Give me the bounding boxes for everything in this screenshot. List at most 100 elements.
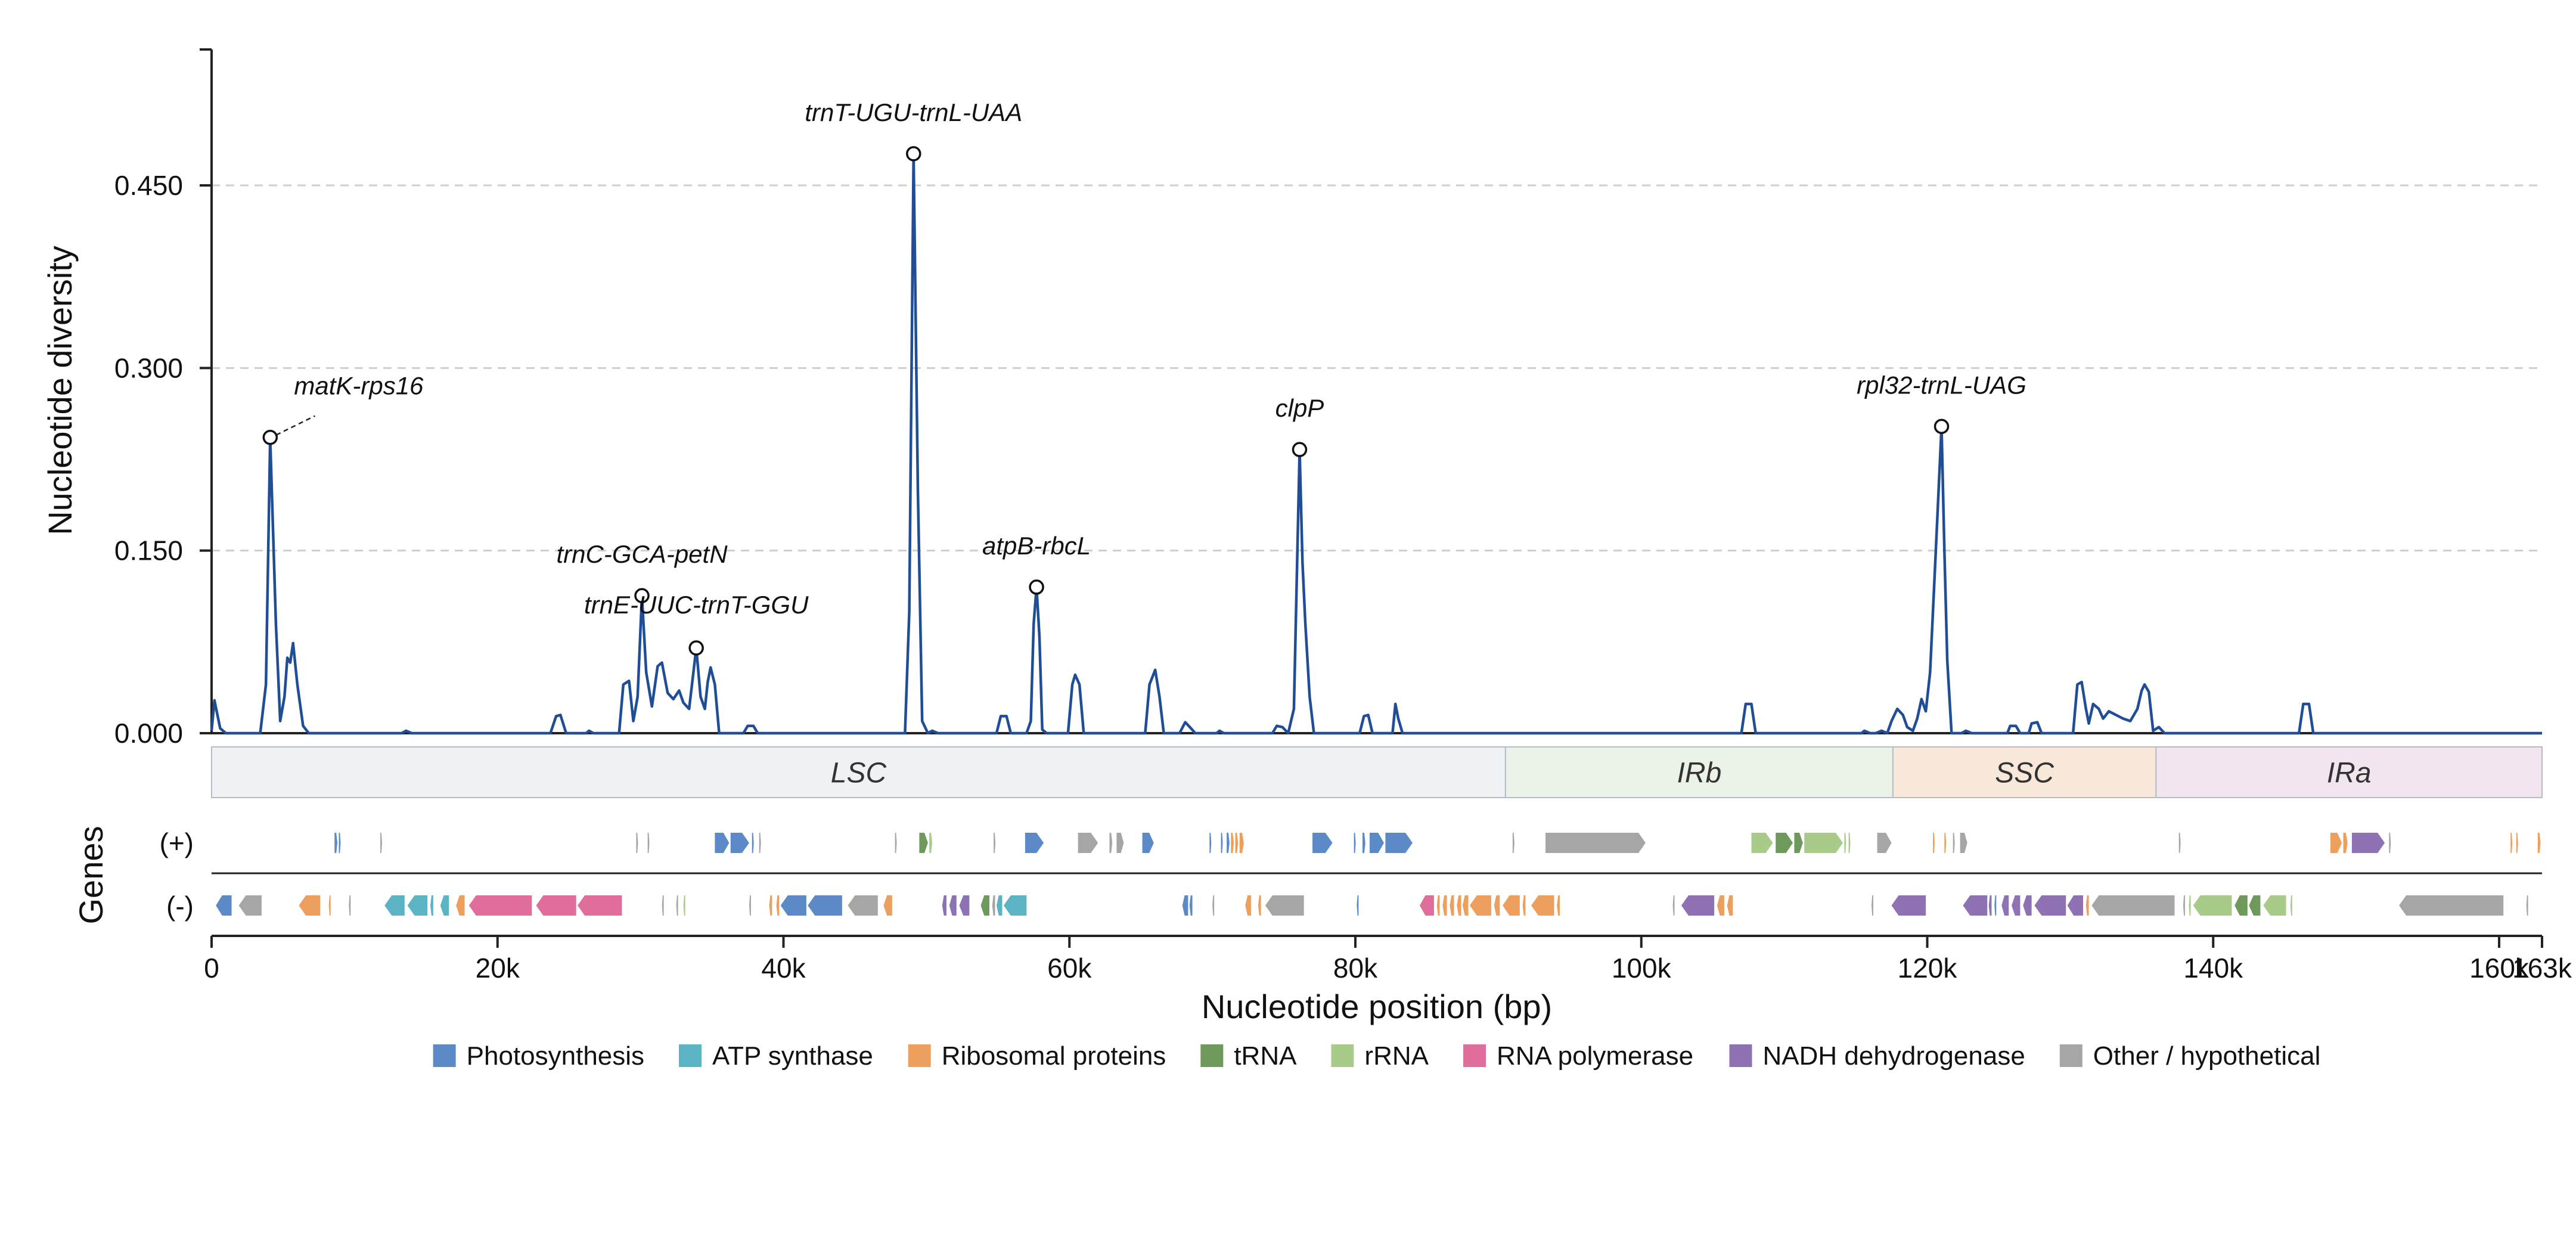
gene-feature [1844, 833, 1846, 853]
gene-feature [2001, 895, 2009, 916]
gene-feature [328, 895, 331, 916]
gene-feature [468, 895, 532, 916]
gene-feature [1109, 833, 1113, 853]
gene-feature [1354, 833, 1356, 853]
gene-feature [1003, 895, 1027, 916]
legend-swatch-ribo [908, 1044, 931, 1067]
y-tick-label: 0.000 [114, 718, 183, 749]
region-irb [1504, 746, 1894, 798]
peak-label: rpl32-trnL-UAG [1857, 371, 2026, 399]
gene-feature [238, 895, 262, 916]
gene-feature [683, 895, 685, 916]
peak-leader-line [275, 415, 315, 436]
gene-track [212, 833, 2542, 916]
legend-swatch-photo [433, 1044, 456, 1067]
gene-feature [2034, 895, 2066, 916]
gene-feature [848, 895, 878, 916]
gene-feature [1231, 833, 1234, 853]
peak-marker [906, 146, 921, 162]
legend-swatch-rrna [1331, 1044, 1354, 1067]
x-tick-label: 100k [1612, 953, 1672, 984]
gene-feature [1804, 833, 1843, 853]
gridlines [212, 184, 2542, 552]
gene-feature [380, 833, 383, 853]
legend-label-ribo: Ribosomal proteins [942, 1041, 1166, 1071]
x-tick-label: 80k [1333, 953, 1378, 984]
gene-feature [1235, 833, 1239, 853]
region-ssc [1892, 746, 2157, 798]
gene-feature [1078, 833, 1098, 853]
gene-feature [2516, 833, 2518, 853]
legend: Photosynthesis ATP synthase Ribosomal prot… [433, 1041, 2320, 1071]
gene-feature [1182, 895, 1188, 916]
x-tick-label: 20k [476, 953, 520, 984]
gene-feature [2249, 895, 2261, 916]
gene-feature [1212, 895, 1215, 916]
gene-feature [2263, 895, 2286, 916]
gene-feature [994, 833, 996, 853]
gene-feature [1442, 895, 1447, 916]
peak-label: matK-rps16 [294, 372, 424, 400]
gene-feature [1357, 895, 1359, 916]
gene-feature [578, 895, 622, 916]
gene-feature [334, 833, 338, 853]
legend-label-trna: tRNA [1234, 1041, 1297, 1071]
y-tick-label: 0.450 [114, 170, 183, 201]
gene-feature [339, 833, 341, 853]
x-tick-label: 0 [204, 953, 219, 984]
gene-feature [1025, 833, 1044, 853]
region-label: SSC [1995, 758, 2054, 789]
region-label: IRa [2327, 758, 2372, 789]
x-tick-label: 140k [2183, 953, 2243, 984]
region-lsc [211, 746, 1506, 798]
gene-feature [996, 895, 1003, 916]
peak-marker [1029, 579, 1044, 595]
gene-feature [1545, 833, 1646, 853]
legend-label-rrna: rRNA [1364, 1041, 1429, 1071]
gene-feature [1142, 833, 1154, 853]
gene-feature [2067, 895, 2083, 916]
legend-swatch-atp [679, 1044, 702, 1067]
gene-feature [2389, 833, 2391, 853]
gene-feature [1960, 833, 1967, 853]
peak-label: clpP [1275, 394, 1324, 422]
peak-marker [634, 588, 650, 603]
gene-feature [2351, 833, 2385, 853]
gene-feature [1522, 895, 1526, 916]
gene-feature [2183, 895, 2185, 916]
gene-feature [769, 895, 772, 916]
gene-feature [1963, 895, 1988, 916]
x-tick-label: 163k [2512, 953, 2572, 984]
x-tick-label: 60k [1047, 953, 1092, 984]
gene-feature [1891, 895, 1926, 916]
gene-feature [1385, 833, 1413, 853]
gene-feature [1312, 833, 1333, 853]
gene-feature [384, 895, 405, 916]
x-tick-label: 160k [2469, 953, 2530, 984]
legend-swatch-trna [1200, 1044, 1224, 1067]
gene-feature [1116, 833, 1124, 853]
gene-feature [1727, 895, 1733, 916]
y-tick-label: 0.300 [114, 352, 183, 383]
gene-feature [2012, 895, 2021, 916]
gene-feature [2178, 833, 2181, 853]
gene-feature [808, 895, 842, 916]
gene-feature [2091, 895, 2175, 916]
legend-label-rna: RNA polymerase [1497, 1041, 1693, 1071]
gene-feature [536, 895, 576, 916]
gene-feature [1419, 895, 1434, 916]
gene-feature [1848, 833, 1851, 853]
gene-feature [2343, 833, 2348, 853]
region-label: LSC [831, 758, 887, 789]
gene-feature [2537, 833, 2541, 853]
gene-feature [895, 833, 897, 853]
gene-feature [1503, 895, 1520, 916]
gene-feature [662, 895, 664, 916]
gene-feature [1363, 833, 1365, 853]
legend-swatch-other [2059, 1044, 2082, 1067]
gene-feature [749, 895, 751, 916]
gene-feature [2290, 895, 2292, 916]
gene-feature [1794, 833, 1803, 853]
peak-annotations: matK-rps16 trnC-GCA-petN trnE-UUC-trnT-GGU… [262, 98, 2026, 656]
x-axis-title: Nucleotide position (bp) [1202, 988, 1552, 1025]
